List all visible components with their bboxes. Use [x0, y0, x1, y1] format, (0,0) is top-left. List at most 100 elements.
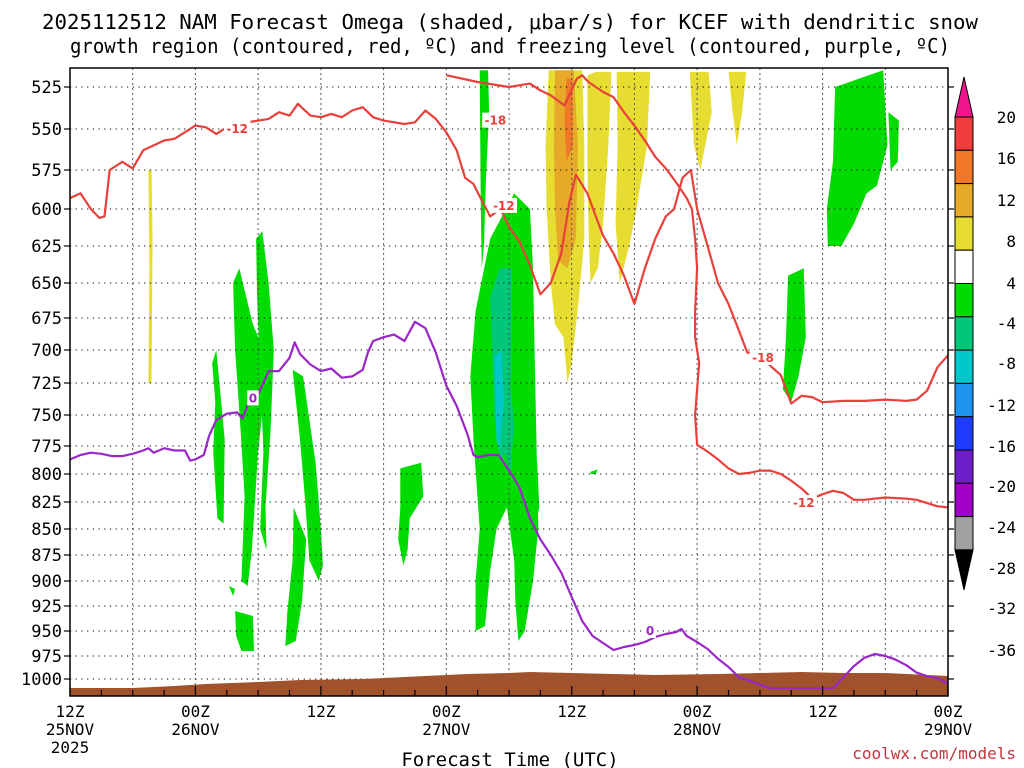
freezing-level-0C-line — [70, 320, 948, 690]
contour-label-bg — [490, 197, 517, 213]
y-tick-label: 550 — [31, 120, 62, 140]
x-tick-label-time: 00Z — [432, 702, 461, 721]
omega-region-yellow-5 — [689, 71, 712, 170]
plot-area: -12 -18 -12 -18 -12 0 0 — [69, 67, 949, 697]
colorbar-bin — [954, 183, 974, 218]
omega-region-green-12 — [888, 112, 899, 170]
omega-region-teal-2 — [504, 376, 515, 474]
omega-region-green-2 — [256, 231, 274, 550]
omega-region-green-7 — [228, 586, 236, 596]
contour-label: 0 — [646, 624, 654, 638]
omega-region-yellow-3 — [587, 71, 612, 284]
y-tick-label: 925 — [31, 597, 62, 617]
colorbar-bin — [954, 283, 974, 318]
colorbar-bin — [954, 416, 974, 451]
x-axis-label: Forecast Time (UTC) — [401, 749, 618, 768]
y-tick-label: 875 — [31, 546, 62, 566]
colorbar-bin — [954, 249, 974, 284]
y-tick-label: 850 — [31, 520, 62, 540]
colorbar-bin — [954, 482, 974, 518]
omega-region-green-13 — [782, 268, 806, 403]
contour-label-bg — [644, 623, 656, 638]
y-tick-label: 725 — [31, 374, 62, 394]
omega-region-green-8 — [398, 462, 424, 566]
y-tick-label: 825 — [31, 493, 62, 513]
omega-region-green-3 — [212, 350, 225, 524]
colorbar-label: 4 — [1006, 274, 1016, 293]
y-tick-label: 675 — [31, 309, 62, 329]
colorbar: 20 16 12 8 4 -4 -8 -12 -16 -20 -24 -28 -32 -36 — [954, 76, 1016, 660]
x-tick-label-year: 2025 — [51, 738, 90, 757]
x-tick-label-date: 29NOV — [924, 720, 973, 739]
y-tick-label: 600 — [31, 200, 62, 220]
omega-region-yellow-6 — [728, 71, 747, 146]
y-tick-label: 975 — [31, 647, 62, 667]
colorbar-top-triangle — [954, 76, 974, 118]
colorbar-bin — [954, 216, 974, 251]
colorbar-label: -16 — [987, 437, 1016, 456]
omega-region-green-6 — [235, 611, 254, 651]
contour-label: -18 — [485, 114, 507, 128]
omega-region-green-4 — [292, 369, 323, 581]
colorbar-bin — [954, 382, 974, 418]
contour-label-bg — [224, 121, 251, 136]
dgz-lower--12C-line — [446, 74, 948, 509]
y-tick-label: 950 — [31, 622, 62, 642]
contour-label: -12 — [226, 122, 248, 136]
x-tick-label-time: 12Z — [306, 702, 335, 721]
x-tick-label-time: 00Z — [934, 702, 963, 721]
chart-title-line-1: 2025112512 NAM Forecast Omega (shaded, μ… — [42, 10, 979, 34]
colorbar-label: -8 — [997, 354, 1016, 373]
colorbar-label: 12 — [997, 191, 1016, 210]
y-tick-label: 750 — [31, 406, 62, 426]
contour-label-bg — [482, 112, 509, 128]
x-tick-label-date: 28NOV — [673, 720, 722, 739]
x-tick-label-time: 12Z — [557, 702, 586, 721]
x-tick-label-time: 00Z — [683, 702, 712, 721]
colorbar-bin — [954, 149, 974, 185]
y-tick-label: 625 — [31, 237, 62, 257]
omega-region-green-15 — [590, 469, 598, 474]
colorbar-label: -12 — [987, 396, 1016, 415]
chart-title-line-2: growth region (contoured, red, ºC) and f… — [70, 34, 950, 58]
y-tick-label: 800 — [31, 465, 62, 485]
omega-region-yellow-1 — [148, 170, 153, 383]
contour-label-bg — [749, 349, 777, 365]
x-tick-label-date: 26NOV — [171, 720, 220, 739]
colorbar-label: 20 — [997, 108, 1016, 127]
x-tick-label-time: 12Z — [56, 702, 85, 721]
credit-text: coolwx.com/models — [852, 744, 1016, 763]
colorbar-label: -24 — [987, 518, 1016, 537]
y-tick-label: 525 — [31, 78, 62, 98]
contour-label: -12 — [493, 199, 515, 213]
contour-label: 0 — [249, 391, 257, 405]
y-tick-label: 900 — [31, 572, 62, 592]
colorbar-label: 8 — [1006, 232, 1016, 251]
colorbar-bottom-triangle — [954, 549, 974, 591]
y-tick-label: 575 — [31, 161, 62, 181]
colorbar-bin — [954, 316, 974, 351]
y-tick-label: 775 — [31, 437, 62, 457]
contour-label-bg — [247, 390, 259, 406]
contour-label: -18 — [752, 351, 774, 365]
colorbar-bin — [954, 449, 974, 484]
y-axis: 525 550 575 600 625 650 675 700 725 750 775 800 825 8… — [21, 78, 954, 690]
colorbar-label: -32 — [987, 599, 1016, 618]
omega-region-yellow-4 — [615, 71, 651, 284]
colorbar-label: -28 — [987, 559, 1016, 578]
omega-region-green-11 — [826, 70, 888, 246]
y-tick-label: 1000 — [21, 670, 62, 690]
contour-label: -12 — [793, 496, 815, 510]
colorbar-bin — [954, 349, 974, 384]
colorbar-label: -36 — [987, 641, 1016, 660]
x-tick-label-date: 25NOV — [46, 720, 95, 739]
omega-region-cyan-1 — [494, 350, 504, 452]
colorbar-label: 16 — [997, 149, 1016, 168]
colorbar-bin — [954, 116, 974, 151]
x-tick-label-time: 12Z — [808, 702, 837, 721]
colorbar-label: -4 — [997, 314, 1016, 333]
contour-labels: -12 -18 -12 -18 -12 0 0 — [224, 112, 817, 638]
y-tick-label: 650 — [31, 274, 62, 294]
